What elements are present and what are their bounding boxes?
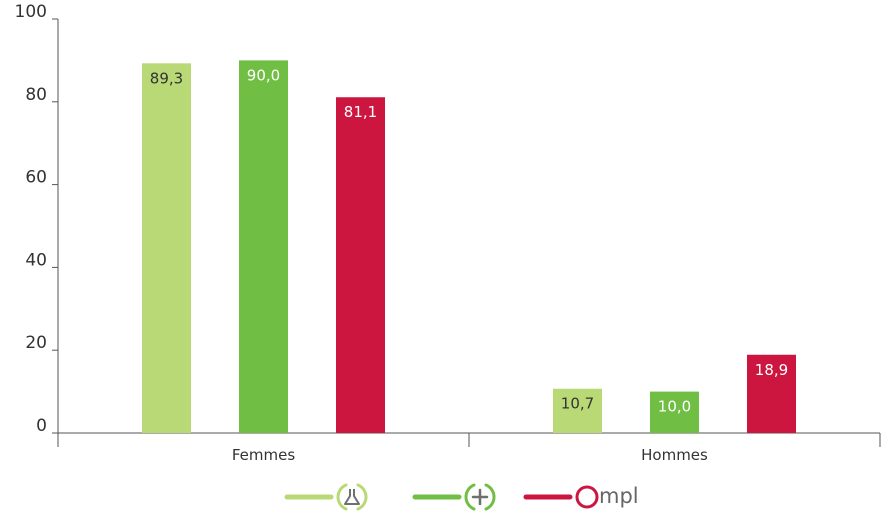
chart-bars: 89,3 10,7 90,0 10,0 81,1 18,9 [142, 60, 796, 434]
y-tick-label: 80 [25, 85, 47, 105]
y-tick-label: 20 [25, 333, 47, 353]
y-tick-label: 60 [25, 168, 47, 188]
plus-circle-icon [464, 483, 496, 511]
ompl-logo-o [575, 485, 599, 509]
flask-icon [336, 483, 368, 511]
flask-icon-ring-left [336, 483, 348, 511]
y-tick-label: 40 [25, 250, 47, 270]
bar-value-label: 89,3 [150, 69, 183, 87]
bar-value-label: 10,0 [658, 398, 691, 416]
ompl-logo-text: mpl [599, 484, 639, 508]
y-tick-label: 100 [15, 2, 47, 22]
bar [553, 388, 602, 433]
bar [239, 60, 288, 434]
bar [650, 391, 699, 433]
legend-item: mpl [523, 484, 639, 509]
bar [747, 354, 796, 433]
bar-value-label: 81,1 [344, 103, 377, 121]
ompl-logo: mpl [575, 484, 639, 509]
bar-value-label: 10,7 [561, 395, 594, 413]
bar-value-label: 90,0 [247, 66, 280, 84]
plus-icon-ring-left [464, 483, 476, 511]
bar-value-label: 18,9 [755, 361, 788, 379]
x-category-label: Femmes [232, 446, 295, 464]
plus-icon-ring-right [484, 483, 496, 511]
chart-axes: 0 20 40 60 80 100 Femmes Hommes [15, 2, 881, 464]
bar [142, 63, 191, 433]
bar [336, 97, 385, 433]
flask-icon-body [344, 489, 360, 505]
flask-icon-ring-right [356, 483, 368, 511]
legend-item [284, 483, 368, 511]
x-category-label: Hommes [641, 446, 708, 464]
chart-legend: mpl [284, 483, 639, 511]
y-tick-label: 0 [36, 416, 47, 436]
legend-item [412, 483, 496, 511]
